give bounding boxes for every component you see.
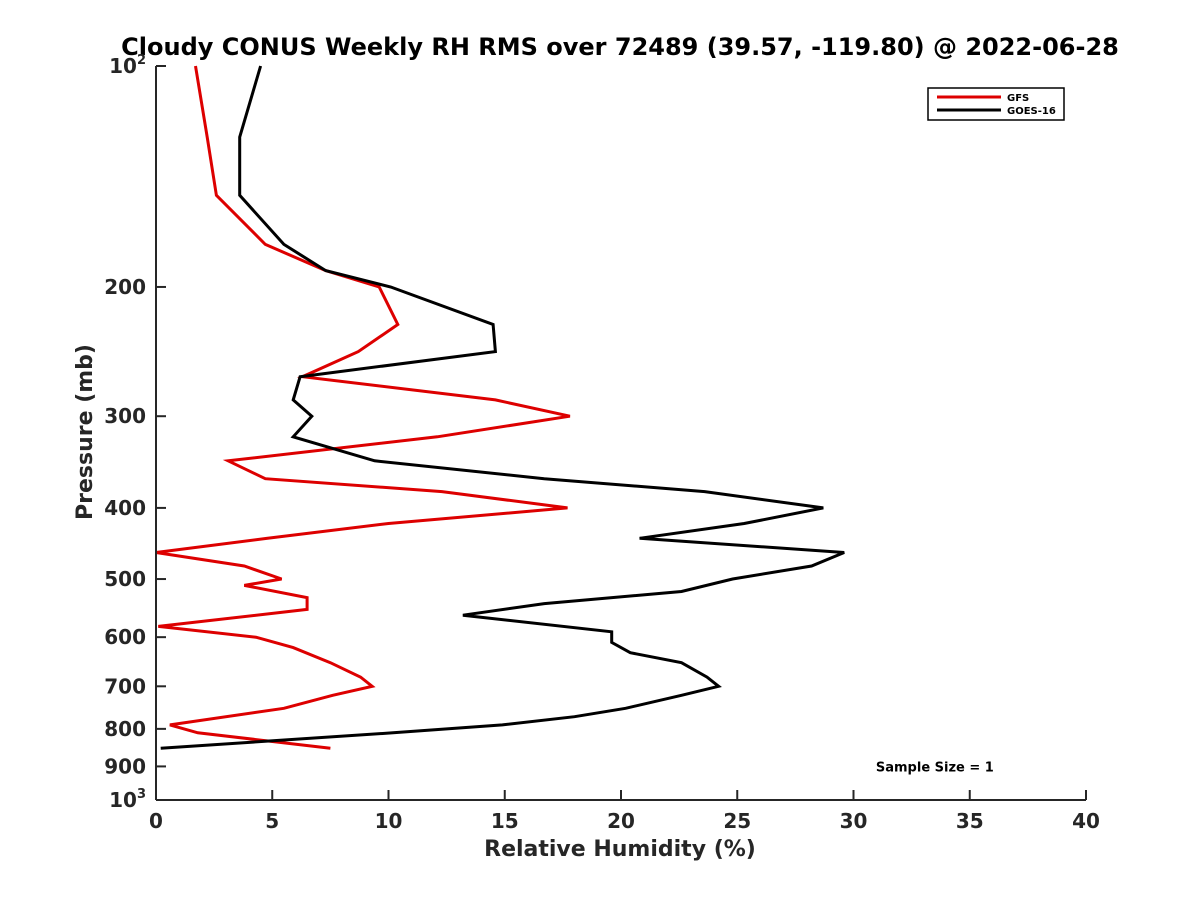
legend-label-goes-16: GOES-16 [1007, 106, 1056, 117]
x-tick-label: 40 [1072, 809, 1100, 833]
y-tick-label: 700 [104, 674, 146, 698]
series-line-gfs [155, 65, 571, 750]
x-tick-label: 10 [375, 809, 403, 833]
y-tick-label: 200 [104, 275, 146, 299]
sample-size-annotation: Sample Size = 1 [876, 760, 994, 775]
legend: GFS GOES-16 [927, 87, 1065, 121]
y-tick-label: 300 [104, 404, 146, 428]
y-tick-label: 900 [104, 754, 146, 778]
legend-label-gfs: GFS [1007, 93, 1029, 104]
series-line-goes-16 [160, 65, 845, 750]
x-tick-label: 30 [840, 809, 868, 833]
y-ticks: 102 200 300 400 500 600 700 800 900 103 [104, 53, 166, 812]
y-axis-label: Pressure (mb) [73, 344, 98, 520]
legend-box [927, 87, 1065, 121]
y-tick-label: 102 [109, 53, 146, 78]
x-axis-label: Relative Humidity (%) [484, 837, 756, 862]
x-tick-label: 25 [723, 809, 751, 833]
y-tick-label: 600 [104, 625, 146, 649]
x-tick-label: 5 [265, 809, 279, 833]
y-tick-label: 800 [104, 717, 146, 741]
x-tick-label: 20 [607, 809, 635, 833]
y-tick-label: 103 [109, 787, 146, 812]
y-tick-label: 500 [104, 567, 146, 591]
x-tick-label: 0 [149, 809, 163, 833]
chart-title: Cloudy CONUS Weekly RH RMS over 72489 (3… [121, 33, 1119, 61]
x-tick-label: 35 [956, 809, 984, 833]
x-tick-label: 15 [491, 809, 519, 833]
y-tick-label: 400 [104, 496, 146, 520]
plot-lines [155, 65, 845, 750]
x-ticks: 0 5 10 15 20 25 30 35 40 [149, 790, 1100, 833]
